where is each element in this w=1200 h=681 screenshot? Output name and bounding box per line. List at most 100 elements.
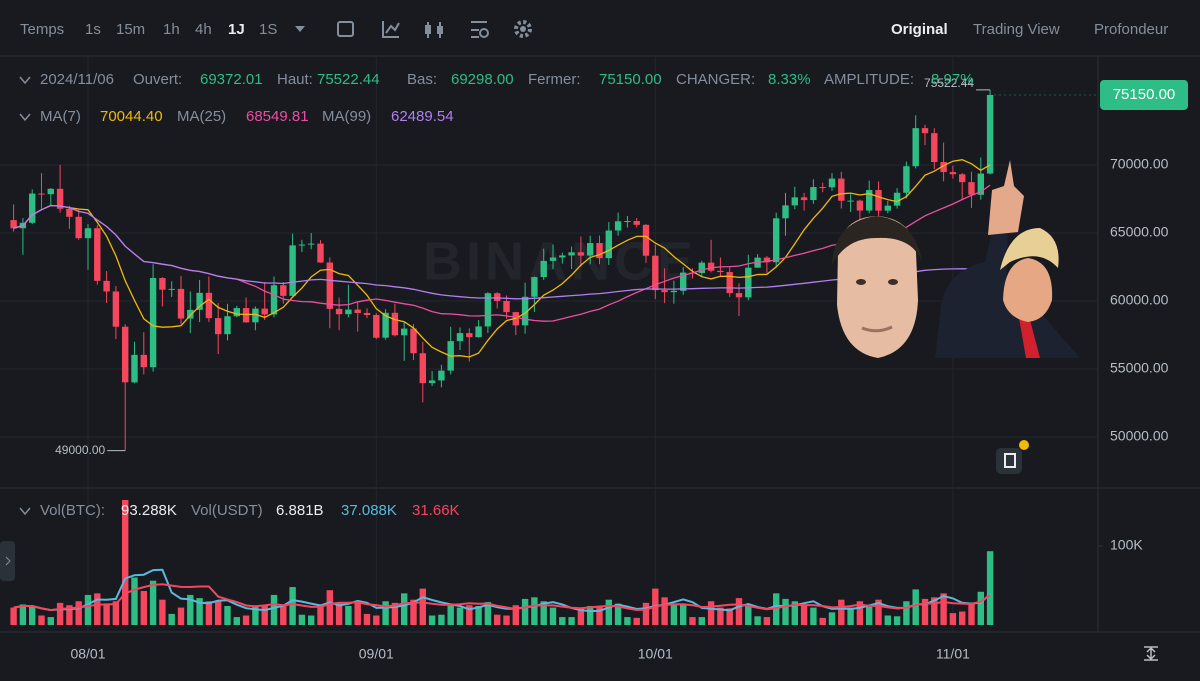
- y-tick-label: 70000.00: [1110, 156, 1169, 172]
- field-label: Haut:: [277, 71, 313, 88]
- calendar-icon[interactable]: [337, 21, 354, 37]
- candle-body: [382, 312, 389, 338]
- volume-bar: [19, 604, 27, 625]
- side-toggle[interactable]: [0, 541, 15, 581]
- candle-icon-body: [437, 26, 443, 34]
- volume-bar: [856, 601, 864, 625]
- interval-active[interactable]: 1J: [228, 21, 245, 38]
- volume-bar: [940, 593, 947, 625]
- candle-body: [587, 243, 594, 256]
- volume-ma-line: [13, 583, 991, 612]
- interval[interactable]: Temps: [20, 21, 64, 38]
- candle-body: [856, 200, 864, 211]
- candle-body: [605, 230, 612, 259]
- candle-body: [893, 192, 901, 206]
- candle-body: [233, 308, 240, 317]
- candle-body: [298, 244, 306, 246]
- candle-body: [66, 208, 73, 217]
- settings-icon[interactable]: [514, 20, 532, 38]
- candle-body: [308, 243, 315, 245]
- volume-bar: [47, 617, 54, 625]
- volume-bar: [559, 617, 566, 625]
- volume-bar: [103, 603, 110, 625]
- interval[interactable]: 1S: [259, 21, 277, 38]
- collapse-icon[interactable]: [19, 113, 31, 122]
- field-label: AMPLITUDE:: [824, 71, 914, 88]
- interval[interactable]: 15m: [116, 21, 145, 38]
- volume-bar: [270, 594, 278, 625]
- volume-bar: [159, 599, 166, 625]
- volume-bar: [698, 617, 705, 625]
- interval[interactable]: 1s: [85, 21, 101, 38]
- candle-body: [103, 280, 110, 292]
- volume-bar: [261, 605, 268, 625]
- volume-bar: [642, 602, 650, 625]
- low-label: 49000.00: [55, 443, 105, 457]
- volume-bar: [456, 607, 464, 625]
- volume-bar: [866, 606, 873, 625]
- view-tab-active[interactable]: Original: [891, 21, 948, 38]
- candle-body: [270, 285, 278, 315]
- candle-body: [466, 333, 473, 338]
- candle-body: [47, 188, 54, 195]
- axes: 50000.00 55000.00 60000.00 65000.00 70000.00…: [70, 79, 1188, 662]
- volume-bar: [66, 605, 73, 625]
- field-label: Ouvert:: [133, 71, 182, 88]
- volume-bar: [959, 611, 966, 625]
- volume-bar: [819, 617, 826, 625]
- candle-body: [884, 205, 891, 211]
- widget-button[interactable]: [996, 448, 1022, 474]
- candle-body: [763, 257, 771, 263]
- candle-body: [131, 354, 138, 383]
- dropdown-icon[interactable]: [295, 26, 305, 32]
- candle-body: [735, 293, 743, 298]
- indicator-icon[interactable]: [382, 21, 400, 38]
- volume-bar: [577, 607, 585, 625]
- candle-body: [475, 326, 482, 338]
- field-label: Fermer:: [528, 71, 581, 88]
- candle-body: [642, 224, 650, 256]
- collapse-icon[interactable]: [19, 76, 31, 85]
- layout-icon[interactable]: [471, 21, 487, 38]
- collapse-icon[interactable]: [19, 507, 31, 516]
- volume-bar: [354, 601, 361, 625]
- view-tab[interactable]: Profondeur: [1094, 21, 1168, 38]
- candle-body: [345, 309, 352, 315]
- volume-bar: [187, 594, 194, 625]
- candle-body: [707, 262, 715, 271]
- view-tab[interactable]: Trading View: [973, 21, 1060, 38]
- y-tick-label: 50000.00: [1110, 428, 1169, 444]
- candle-body: [782, 205, 789, 219]
- volume-bar: [596, 606, 603, 625]
- ma-line: [13, 204, 991, 300]
- volume-bar: [419, 588, 426, 625]
- photo-musk: [832, 216, 922, 358]
- field-value: 69298.00: [451, 71, 514, 88]
- fit-icon[interactable]: [1144, 646, 1158, 661]
- candle-body: [484, 293, 492, 327]
- volume-bar: [335, 602, 343, 625]
- candle-body: [791, 197, 798, 206]
- candle-body: [698, 262, 705, 273]
- volume-bar: [745, 604, 752, 625]
- field-value: 69372.01: [200, 71, 263, 88]
- volume-tick-label: 100K: [1110, 537, 1143, 553]
- candle-body: [875, 190, 882, 211]
- candle-body: [122, 326, 129, 383]
- side-toggle-icon: [5, 556, 11, 566]
- interval[interactable]: 4h: [195, 21, 212, 38]
- candle-body: [624, 221, 631, 223]
- volume-bar: [773, 593, 780, 625]
- candle-body: [745, 267, 752, 298]
- candle-body: [912, 128, 919, 167]
- volume-bar: [633, 617, 640, 625]
- volume-bar: [447, 603, 454, 625]
- candle-body: [56, 188, 64, 209]
- interval[interactable]: 1h: [163, 21, 180, 38]
- volume-bar: [94, 593, 101, 625]
- volume-bar: [373, 615, 380, 625]
- candle-body: [819, 187, 826, 189]
- volume-bar: [224, 606, 231, 625]
- candle-body: [717, 270, 724, 273]
- volume-bar: [977, 591, 984, 625]
